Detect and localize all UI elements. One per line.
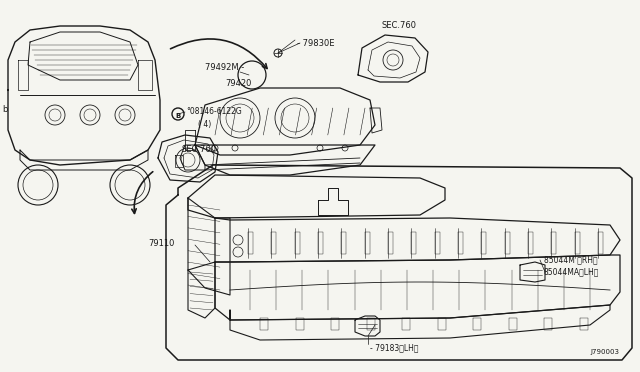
Text: - 79830E: - 79830E — [297, 39, 335, 48]
Text: SEC.760: SEC.760 — [182, 145, 217, 154]
Text: ( 4): ( 4) — [198, 119, 211, 128]
Text: SEC.760: SEC.760 — [382, 20, 417, 29]
Text: 79420: 79420 — [225, 78, 252, 87]
Text: °08146-6122G: °08146-6122G — [186, 108, 242, 116]
Text: 85044MA〈LH〉: 85044MA〈LH〉 — [544, 267, 600, 276]
Text: B: B — [175, 113, 180, 119]
Text: - 79183〈LH〉: - 79183〈LH〉 — [370, 343, 419, 352]
Text: 79492M -: 79492M - — [205, 64, 244, 73]
Text: J790003: J790003 — [590, 349, 619, 355]
Text: 79110: 79110 — [148, 240, 174, 248]
Text: b: b — [2, 106, 8, 115]
Text: 85044M 〈RH〉: 85044M 〈RH〉 — [544, 256, 598, 264]
